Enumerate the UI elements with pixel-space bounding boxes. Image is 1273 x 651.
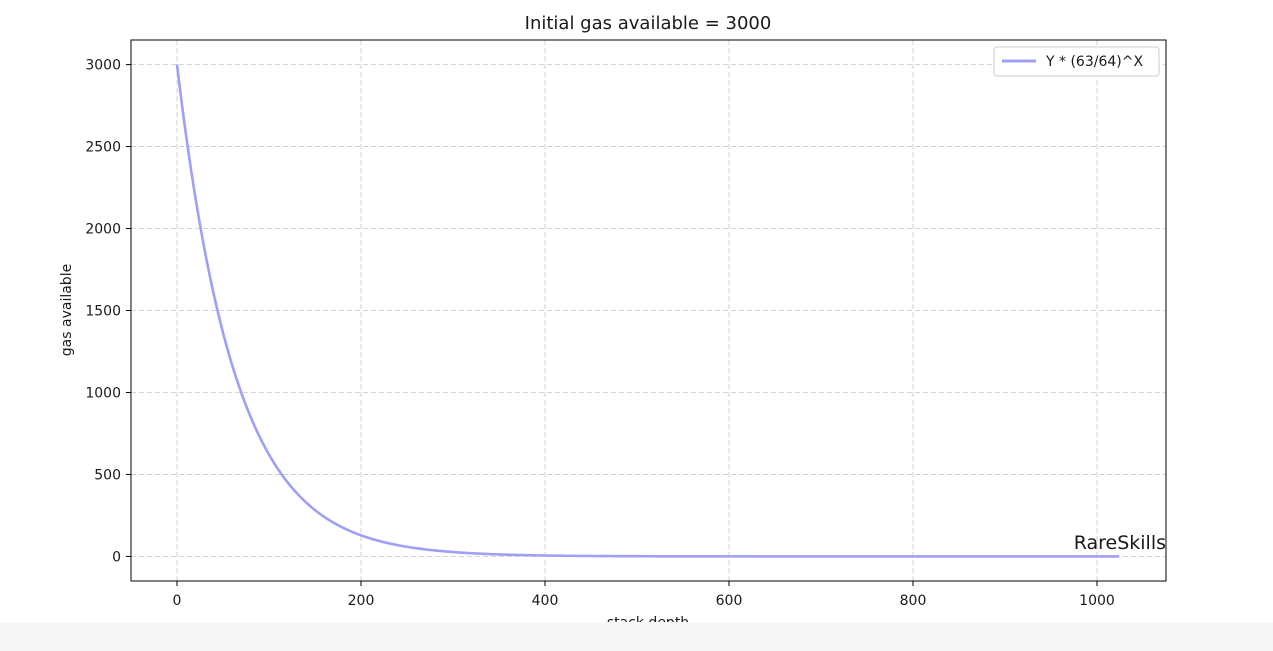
series-line xyxy=(175,64,1120,558)
y-tick-label: 1000 xyxy=(85,385,121,401)
y-tick-label: 1500 xyxy=(85,304,121,320)
y-axis-ticks: 0 500 1000 1500 2000 2500 3000 xyxy=(85,58,131,565)
x-tick-label: 400 xyxy=(532,593,559,609)
y-tick-label: 3000 xyxy=(85,58,121,74)
grid xyxy=(131,40,1166,581)
watermark: RareSkills xyxy=(1074,532,1166,554)
x-tick-label: 800 xyxy=(900,593,927,609)
x-tick-label: 600 xyxy=(716,593,743,609)
chart-title: Initial gas available = 3000 xyxy=(525,13,772,34)
plot-lines xyxy=(175,64,1120,558)
legend: Y * (63/64)^X xyxy=(993,46,1160,77)
y-tick-label: 0 xyxy=(112,549,121,565)
y-tick-label: 500 xyxy=(94,467,121,483)
bottom-band xyxy=(0,622,1273,651)
legend-box xyxy=(993,46,1160,77)
y-tick-label: 2500 xyxy=(85,140,121,156)
x-tick-label: 200 xyxy=(348,593,375,609)
y-tick-label: 2000 xyxy=(85,222,121,238)
x-tick-label: 0 xyxy=(173,593,182,609)
x-axis-ticks: 0 200 400 600 800 1000 xyxy=(173,581,1115,609)
y-axis-label: gas available xyxy=(59,264,75,356)
legend-label: Y * (63/64)^X xyxy=(1045,54,1143,70)
x-tick-label: 1000 xyxy=(1079,593,1115,609)
